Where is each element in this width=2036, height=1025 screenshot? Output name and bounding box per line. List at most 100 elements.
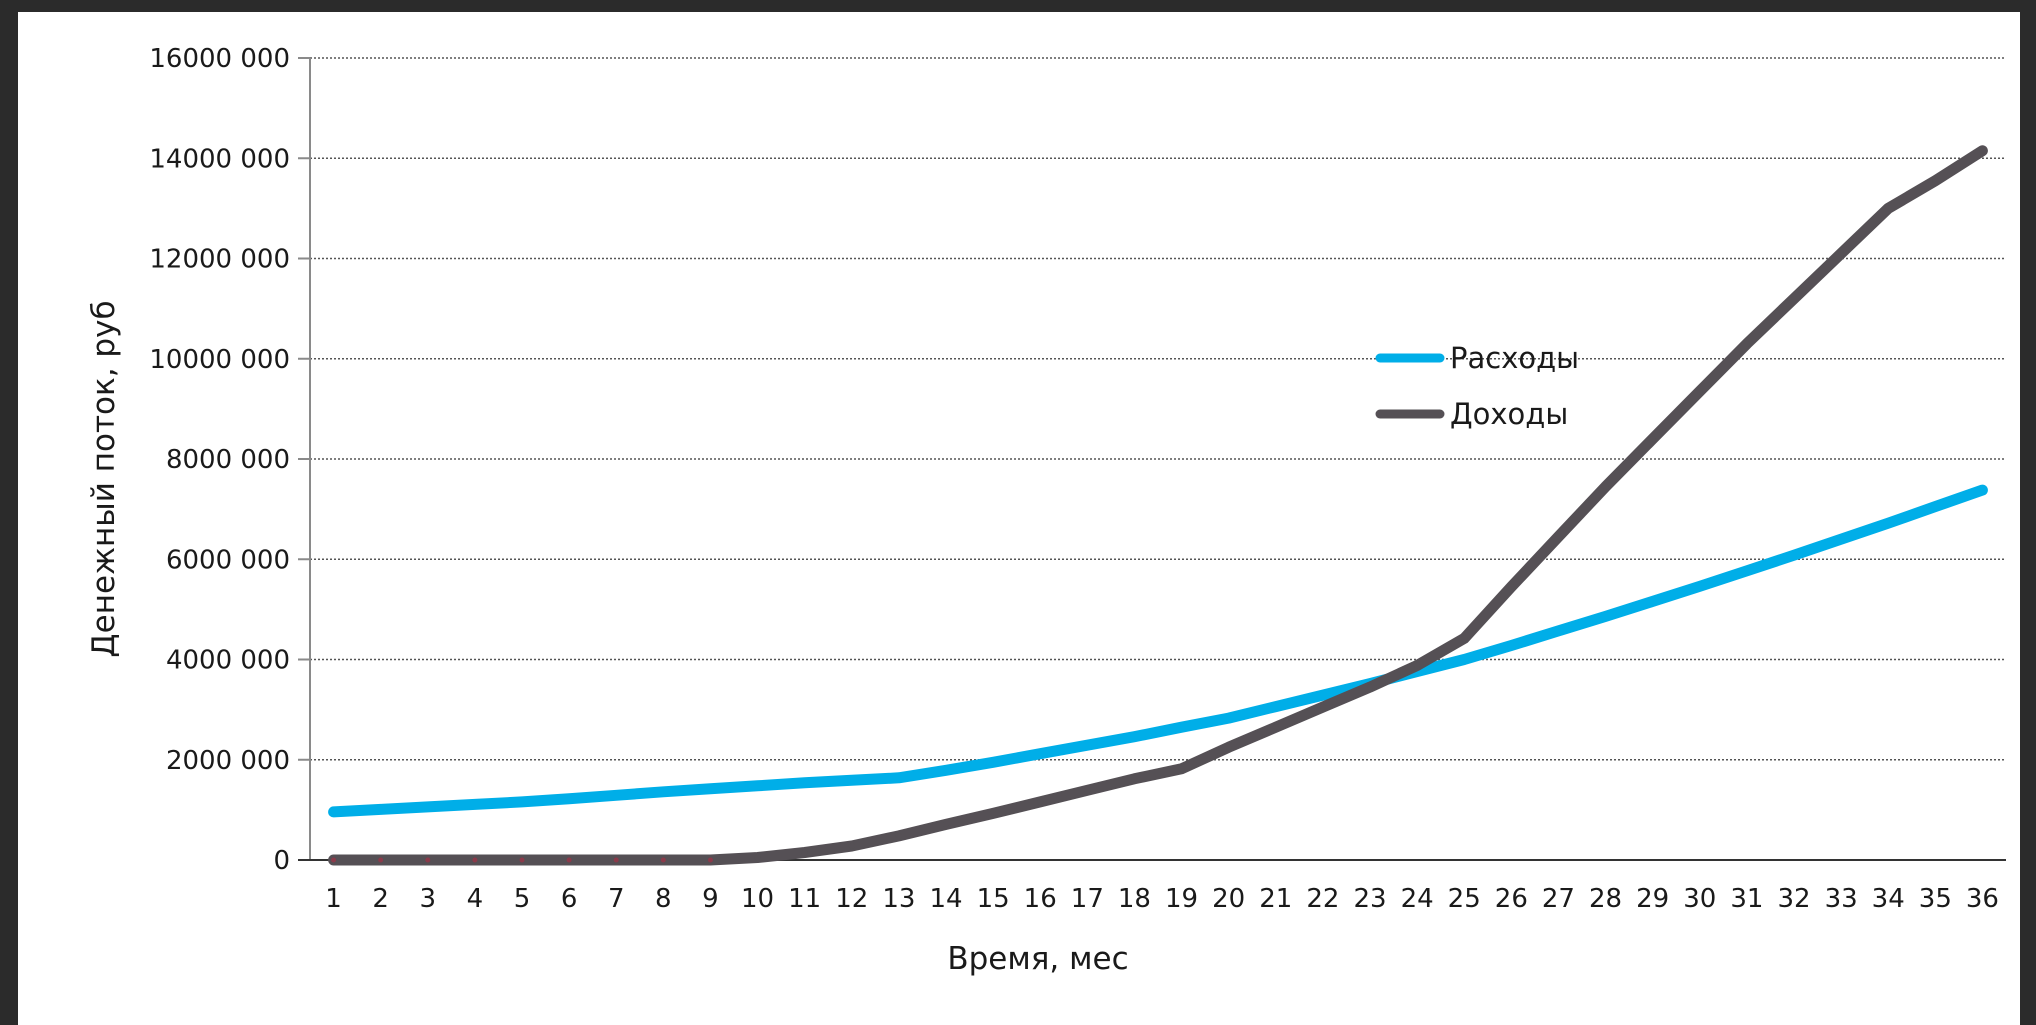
x-tick-label: 31 xyxy=(1730,884,1763,914)
data-point xyxy=(613,792,620,799)
data-point-marker xyxy=(378,857,384,863)
data-point xyxy=(1885,520,1892,527)
data-point xyxy=(1791,552,1797,559)
data-point xyxy=(377,806,384,813)
data-point xyxy=(801,849,808,856)
data-point xyxy=(1602,613,1609,620)
data-point xyxy=(566,795,573,802)
data-point xyxy=(1319,692,1326,699)
data-point xyxy=(801,779,808,786)
chart-frame: 0 2000 000 4000 000 6000 000 8000 000 10000 0… xyxy=(18,12,2020,1025)
data-point xyxy=(1696,583,1703,590)
x-tick-label: 10 xyxy=(741,884,774,914)
data-point xyxy=(1885,205,1892,212)
x-tick-label: 18 xyxy=(1118,884,1151,914)
data-point xyxy=(1555,627,1562,634)
x-axis-title: Время, мес xyxy=(947,941,1128,977)
x-tick-label: 11 xyxy=(788,884,821,914)
data-point xyxy=(330,808,337,815)
data-point xyxy=(1272,724,1279,731)
x-tick-label: 33 xyxy=(1825,884,1858,914)
x-tick-label: 9 xyxy=(702,884,719,914)
data-point xyxy=(1178,765,1185,772)
data-point xyxy=(943,821,949,828)
y-tick-label: 12000 000 xyxy=(149,245,290,275)
data-point xyxy=(1225,715,1232,722)
data-point xyxy=(1979,487,1986,494)
data-point xyxy=(660,788,667,795)
data-point xyxy=(1461,656,1468,663)
data-point xyxy=(1932,503,1939,510)
x-tick-label: 19 xyxy=(1165,884,1198,914)
y-tick-labels: 0 2000 000 4000 000 6000 000 8000 000 10000 0… xyxy=(149,44,290,876)
data-point-marker xyxy=(613,857,619,863)
x-tick-label: 2 xyxy=(372,884,389,914)
data-point xyxy=(1743,567,1750,574)
series-line-1 xyxy=(328,484,1988,818)
x-tick-label: 6 xyxy=(561,884,578,914)
data-point xyxy=(1743,340,1750,347)
y-tick-label: 4000 000 xyxy=(166,646,290,676)
x-tick-label: 21 xyxy=(1259,884,1292,914)
x-tick-label: 22 xyxy=(1306,884,1339,914)
x-tick-label: 30 xyxy=(1683,884,1716,914)
data-point xyxy=(424,803,431,810)
x-tick-label: 8 xyxy=(655,884,672,914)
y-tick-label: 0 xyxy=(273,846,290,876)
legend-label: Расходы xyxy=(1450,341,1579,375)
data-point xyxy=(848,842,855,849)
legend: Расходы Доходы xyxy=(1375,341,1579,431)
data-point xyxy=(1791,295,1797,302)
x-tick-label: 17 xyxy=(1071,884,1104,914)
y-tick-label: 16000 000 xyxy=(149,44,290,74)
data-point-marker xyxy=(566,857,572,863)
x-tick-label: 25 xyxy=(1448,884,1481,914)
data-point xyxy=(943,767,949,774)
data-point xyxy=(1319,704,1326,711)
data-point xyxy=(1838,536,1845,543)
data-point xyxy=(1414,662,1421,669)
x-tick-label: 23 xyxy=(1353,884,1386,914)
series-line-2 xyxy=(328,145,1988,866)
data-point-marker xyxy=(707,857,713,863)
data-point xyxy=(1838,250,1845,257)
data-point-marker xyxy=(519,857,525,863)
x-tick-label: 7 xyxy=(608,884,625,914)
data-point xyxy=(1131,733,1138,740)
data-point xyxy=(1084,787,1091,794)
data-point xyxy=(1932,177,1939,184)
y-axis-title: Денежный поток, руб xyxy=(86,300,122,657)
x-tick-label: 35 xyxy=(1919,884,1952,914)
x-tick-labels: 1 2 3 4 5 6 7 8 9 10 11 12 13 14 15 16 17 18 19 20 21 22 23 24 2… xyxy=(325,884,1999,914)
x-tick-label: 28 xyxy=(1589,884,1622,914)
data-point xyxy=(1131,775,1138,782)
data-point xyxy=(1037,750,1044,757)
data-point xyxy=(1037,798,1044,805)
y-tick-label: 14000 000 xyxy=(149,144,290,174)
x-tick-label: 24 xyxy=(1401,884,1434,914)
x-tick-label: 36 xyxy=(1966,884,1999,914)
data-point xyxy=(990,810,997,817)
x-tick-label: 12 xyxy=(835,884,868,914)
y-tick-label: 8000 000 xyxy=(166,445,290,475)
data-point-marker xyxy=(660,857,666,863)
x-tick-label: 32 xyxy=(1777,884,1810,914)
x-tick-label: 20 xyxy=(1212,884,1245,914)
data-point xyxy=(1272,703,1279,710)
data-point xyxy=(895,832,902,839)
data-point xyxy=(1225,744,1232,751)
data-point xyxy=(1649,435,1656,442)
data-point-marker xyxy=(331,857,337,863)
data-point xyxy=(1084,742,1091,749)
data-point-marker xyxy=(472,857,478,863)
data-point xyxy=(1555,533,1562,540)
y-tick-label: 2000 000 xyxy=(166,746,290,776)
data-point xyxy=(848,777,855,784)
x-tick-label: 16 xyxy=(1024,884,1057,914)
data-point xyxy=(1178,724,1185,731)
x-tick-label: 29 xyxy=(1636,884,1669,914)
data-point xyxy=(1696,388,1703,395)
y-tick-label: 10000 000 xyxy=(149,345,290,375)
data-point xyxy=(1602,483,1609,490)
data-point xyxy=(707,785,714,792)
